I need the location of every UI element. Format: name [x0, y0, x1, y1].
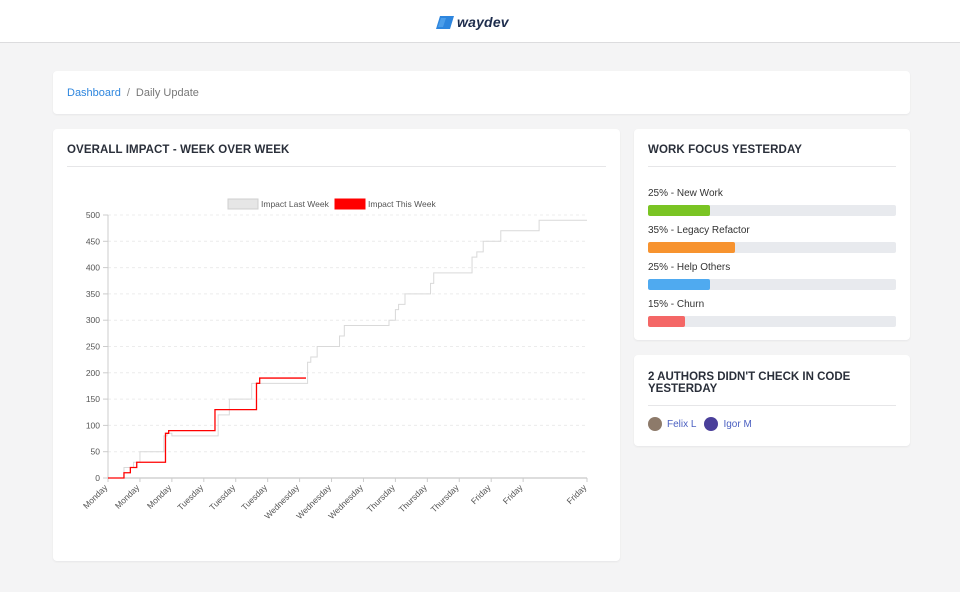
author-felix-l[interactable]: Felix L	[648, 417, 696, 431]
y-tick-label: 300	[86, 315, 100, 325]
x-tick-label: Thursday	[397, 482, 430, 515]
focus-bar-track	[648, 279, 896, 290]
top-bar: waydev	[0, 0, 960, 43]
focus-bar-track	[648, 242, 896, 253]
legend-swatch	[227, 198, 259, 210]
breadcrumb: Dashboard / Daily Update	[53, 71, 910, 114]
focus-item-legacy-refactor: 35% - Legacy Refactor	[648, 225, 896, 253]
avatar	[648, 417, 662, 431]
focus-bar-fill	[648, 316, 686, 327]
y-tick-label: 400	[86, 263, 100, 273]
breadcrumb-separator: /	[126, 86, 130, 99]
y-tick-label: 100	[86, 420, 100, 430]
legend-label: Impact This Week	[368, 199, 436, 209]
y-tick-label: 0	[95, 473, 100, 483]
impact-card-divider	[67, 166, 606, 167]
x-tick-label: Monday	[113, 482, 142, 511]
brand-name: waydev	[457, 14, 509, 30]
x-tick-label: Tuesday	[175, 482, 205, 512]
impact-card: OVERALL IMPACT - WEEK OVER WEEK 0 50 100 15…	[53, 129, 620, 561]
breadcrumb-link-dashboard[interactable]: Dashboard	[67, 86, 121, 99]
x-tick-label: Friday	[469, 482, 493, 506]
brand-logo[interactable]: waydev	[436, 13, 509, 31]
work-focus-title: WORK FOCUS YESTERDAY	[648, 144, 803, 156]
inactive-authors-divider	[648, 405, 896, 406]
y-tick-label: 250	[86, 342, 100, 352]
y-tick-label: 50	[91, 447, 101, 457]
focus-item-churn: 15% - Churn	[648, 299, 896, 327]
focus-label: 25% - New Work	[648, 188, 723, 199]
focus-bar-track	[648, 316, 896, 327]
x-tick-label: Tuesday	[207, 482, 237, 512]
inactive-authors-title: 2 AUTHORS DIDN'T CHECK IN CODE YESTERDAY	[648, 371, 851, 395]
y-tick-label: 450	[86, 236, 100, 246]
focus-label: 25% - Help Others	[648, 262, 731, 273]
author-list: Felix L Igor M	[648, 417, 760, 431]
series-line-last-week	[108, 219, 587, 479]
focus-label: 35% - Legacy Refactor	[648, 225, 750, 236]
x-tick-label: Friday	[501, 482, 525, 506]
breadcrumb-current: Daily Update	[135, 86, 199, 99]
y-tick-label: 200	[86, 368, 100, 378]
x-tick-label: Friday	[565, 482, 589, 506]
x-tick-label: Thursday	[365, 482, 398, 515]
x-tick-label: Monday	[145, 482, 174, 511]
y-tick-label: 350	[86, 289, 100, 299]
author-name[interactable]: Igor M	[723, 418, 752, 430]
author-name[interactable]: Felix L	[667, 418, 697, 430]
focus-item-help-others: 25% - Help Others	[648, 262, 896, 290]
focus-bar-track	[648, 205, 896, 216]
focus-bar-fill	[648, 242, 735, 253]
y-tick-label: 150	[86, 394, 100, 404]
y-tick-label: 500	[86, 210, 100, 220]
series-line-this-week	[108, 377, 306, 479]
impact-card-title: OVERALL IMPACT - WEEK OVER WEEK	[67, 144, 290, 156]
inactive-authors-card: 2 AUTHORS DIDN'T CHECK IN CODE YESTERDAY…	[634, 355, 910, 446]
focus-bar-fill	[648, 279, 710, 290]
focus-bar-fill	[648, 205, 710, 216]
avatar	[704, 417, 719, 431]
x-tick-label: Monday	[81, 482, 110, 511]
waydev-logo-icon	[436, 15, 454, 29]
work-focus-divider	[648, 166, 896, 167]
x-tick-label: Tuesday	[239, 482, 269, 512]
legend-swatch	[334, 198, 366, 210]
work-focus-card: WORK FOCUS YESTERDAY 25% - New Work 35% …	[634, 129, 910, 340]
author-igor-m[interactable]: Igor M	[704, 417, 752, 431]
legend-label: Impact Last Week	[261, 199, 330, 209]
x-tick-label: Thursday	[429, 482, 462, 515]
focus-item-new-work: 25% - New Work	[648, 188, 896, 216]
focus-label: 15% - Churn	[648, 299, 705, 310]
x-tick-label: Wednesday	[326, 482, 365, 521]
